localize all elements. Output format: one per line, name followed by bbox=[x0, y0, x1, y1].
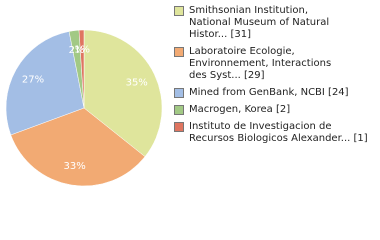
pie: 35% 33% 27% 2%1% bbox=[5, 29, 163, 187]
legend-swatch bbox=[174, 105, 184, 115]
pie-slice bbox=[5, 31, 85, 136]
pie-slice bbox=[78, 29, 85, 109]
legend-label: Smithsonian Institution, National Museum… bbox=[189, 5, 330, 40]
legend-item: Instituto de Investigacion de Recursos B… bbox=[174, 121, 378, 145]
legend-label: Macrogen, Korea [2] bbox=[189, 104, 291, 115]
legend-swatch bbox=[174, 122, 184, 132]
pie-slice bbox=[83, 29, 163, 157]
legend-label: Instituto de Investigacion de Recursos B… bbox=[189, 121, 368, 144]
legend-item: Mined from GenBank, NCBI [24] bbox=[174, 87, 378, 99]
slice-label: 2% bbox=[69, 45, 85, 56]
legend-swatch bbox=[174, 6, 184, 16]
slice-label: 35% bbox=[126, 78, 148, 89]
legend-swatch bbox=[174, 47, 184, 57]
pie-slice bbox=[10, 107, 146, 187]
legend-item: Laboratoire Ecologie, Environnement, Int… bbox=[174, 46, 378, 82]
slice-label: 33% bbox=[64, 161, 86, 172]
legend: Smithsonian Institution, National Museum… bbox=[174, 5, 378, 145]
slice-label: 27% bbox=[22, 74, 44, 85]
legend-item: Smithsonian Institution, National Museum… bbox=[174, 5, 378, 41]
legend-item: Macrogen, Korea [2] bbox=[174, 104, 378, 116]
legend-label: Laboratoire Ecologie, Environnement, Int… bbox=[189, 46, 332, 81]
legend-swatch bbox=[174, 88, 184, 98]
slice-label: 1% bbox=[74, 45, 90, 56]
legend-label: Mined from GenBank, NCBI [24] bbox=[189, 87, 349, 98]
